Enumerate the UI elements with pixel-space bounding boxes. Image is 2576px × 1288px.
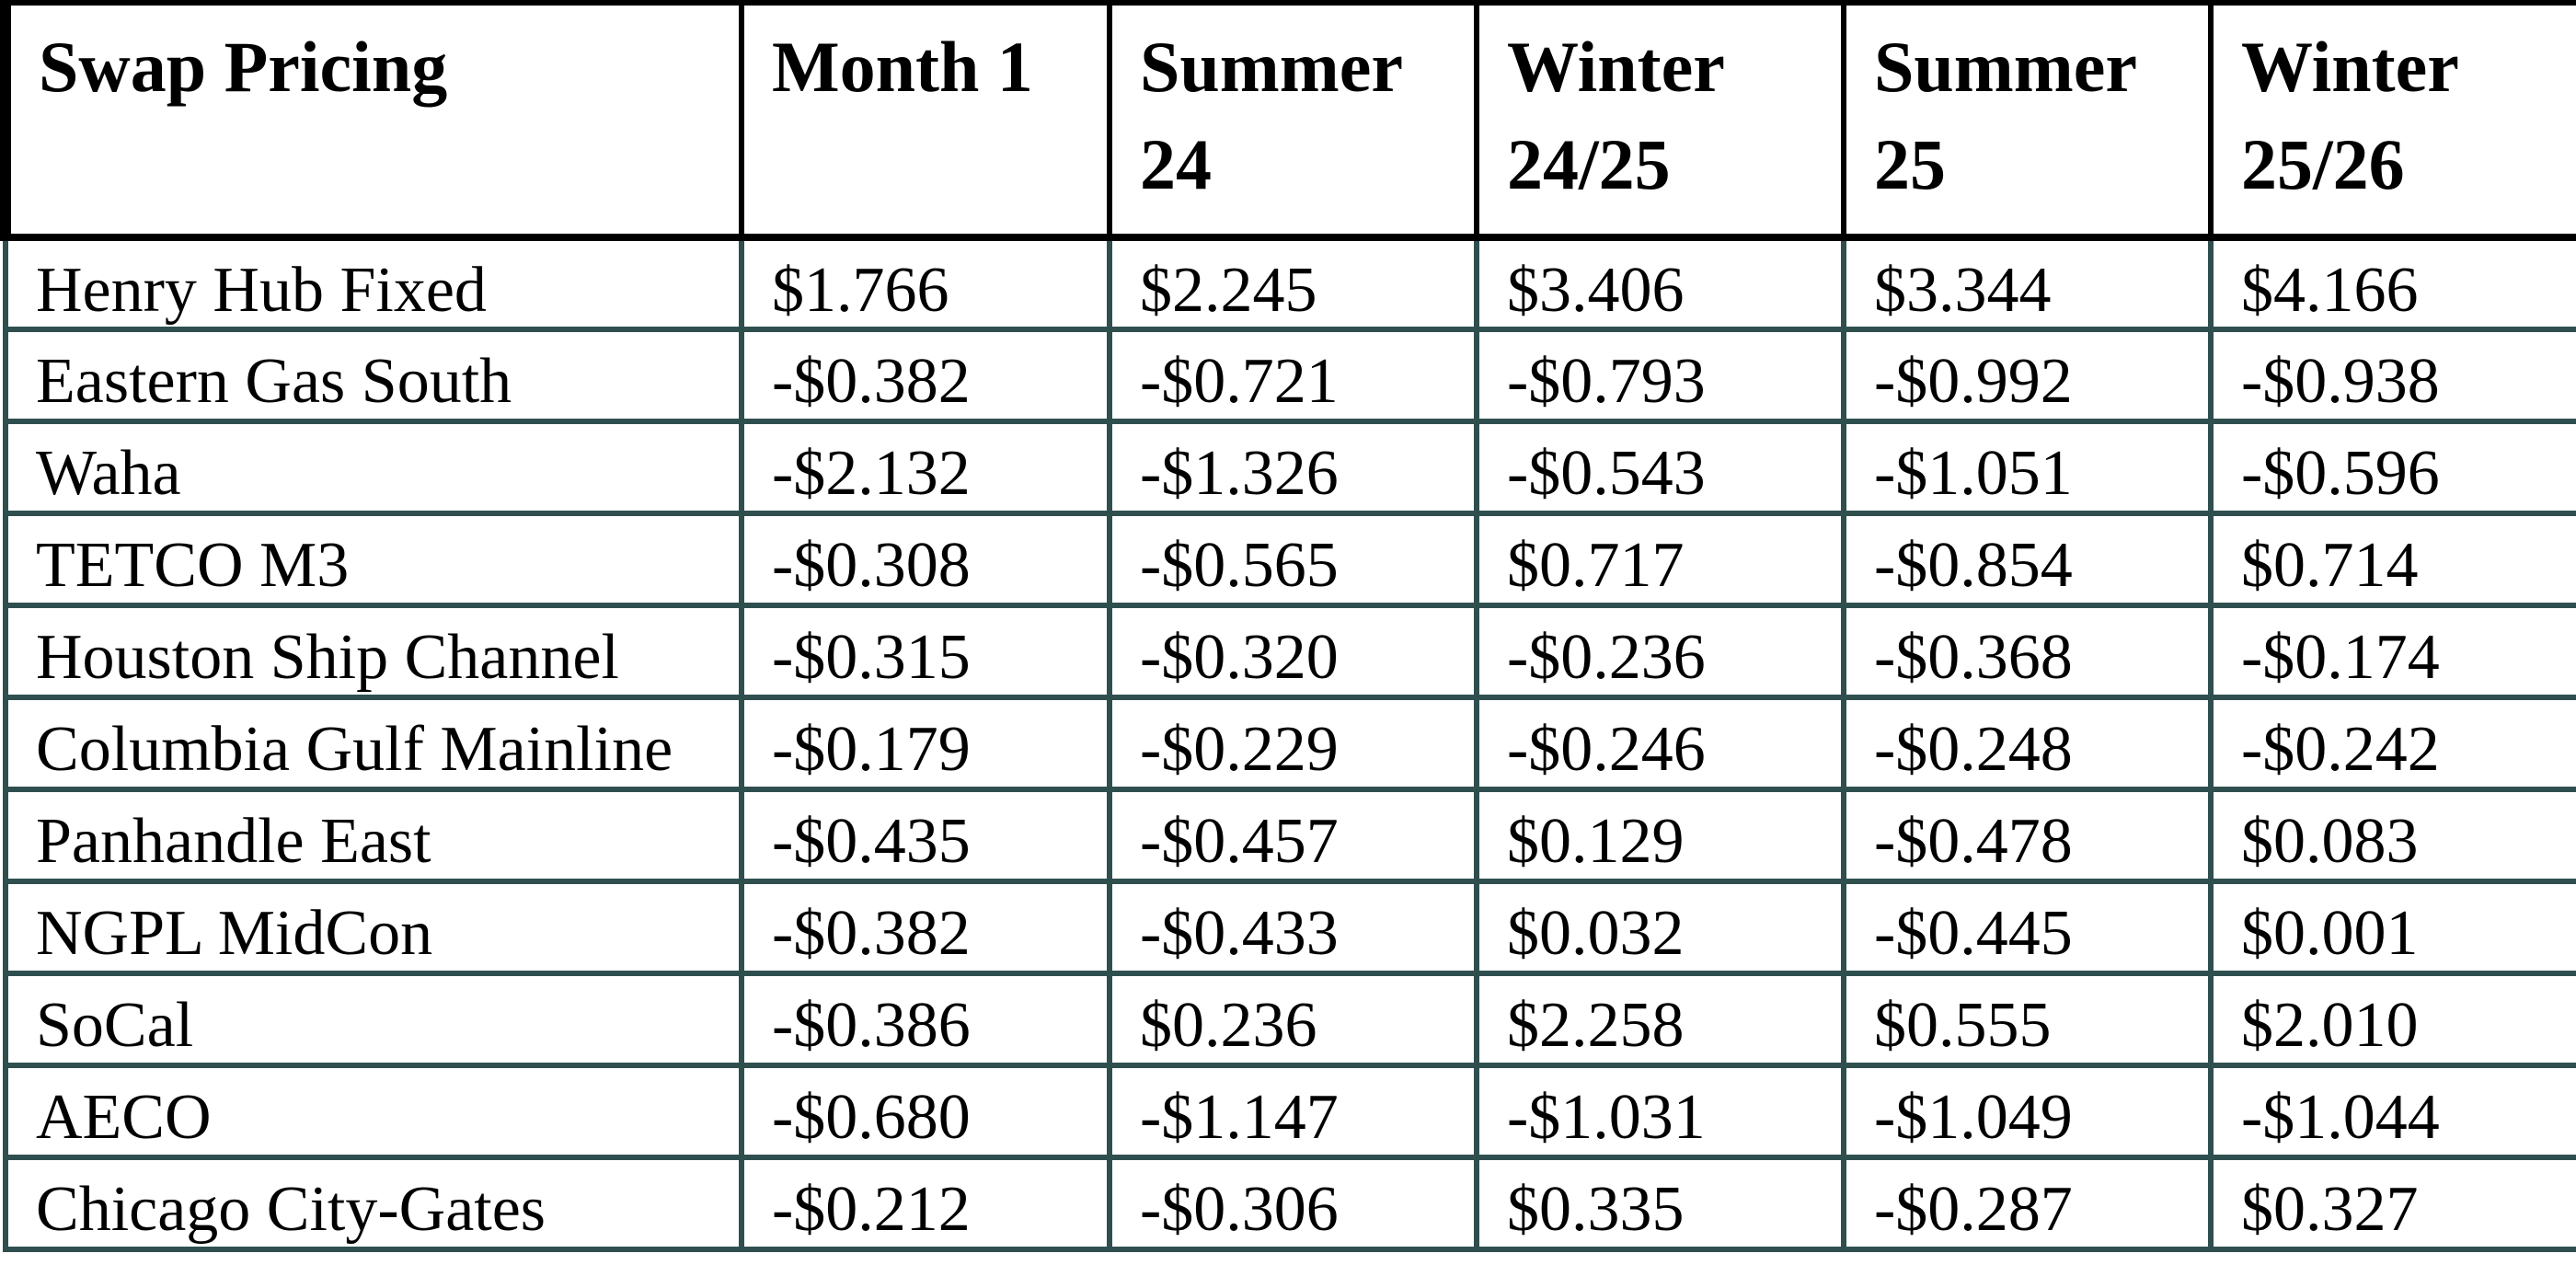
price-cell: $0.001 bbox=[2208, 879, 2576, 976]
column-header-line1: Summer bbox=[1874, 27, 2137, 107]
price-cell: -$2.132 bbox=[739, 419, 1112, 516]
price-cell: $0.335 bbox=[1474, 1155, 1846, 1252]
price-cell: -$0.793 bbox=[1474, 327, 1846, 424]
column-header-line2: 24/25 bbox=[1507, 124, 1671, 204]
column-header-winter-24-25: Winter 24/25 bbox=[1474, 0, 1846, 241]
price-cell: -$1.326 bbox=[1107, 419, 1479, 516]
table-row: Houston Ship Channel -$0.315 -$0.320 -$0… bbox=[3, 603, 2576, 700]
price-cell: -$0.368 bbox=[1841, 603, 2214, 700]
price-cell: -$0.938 bbox=[2208, 327, 2576, 424]
price-cell: $4.166 bbox=[2208, 235, 2576, 332]
price-cell: -$0.242 bbox=[2208, 695, 2576, 792]
price-cell: -$1.031 bbox=[1474, 1063, 1846, 1160]
price-cell: -$0.315 bbox=[739, 603, 1112, 700]
price-cell: $1.766 bbox=[739, 235, 1112, 332]
price-cell: -$0.229 bbox=[1107, 695, 1479, 792]
row-label: AECO bbox=[3, 1063, 744, 1160]
column-header-line2: 25/26 bbox=[2241, 124, 2405, 204]
price-cell: -$0.308 bbox=[739, 511, 1112, 608]
price-cell: $0.083 bbox=[2208, 787, 2576, 884]
price-cell: -$1.044 bbox=[2208, 1063, 2576, 1160]
column-header-summer-24: Summer 24 bbox=[1107, 0, 1479, 241]
price-cell: $2.245 bbox=[1107, 235, 1479, 332]
price-cell: -$1.049 bbox=[1841, 1063, 2214, 1160]
price-cell: -$0.287 bbox=[1841, 1155, 2214, 1252]
price-cell: -$0.596 bbox=[2208, 419, 2576, 516]
price-cell: -$1.051 bbox=[1841, 419, 2214, 516]
price-cell: -$0.680 bbox=[739, 1063, 1112, 1160]
table-row: Chicago City-Gates -$0.212 -$0.306 $0.33… bbox=[3, 1155, 2576, 1252]
price-cell: -$0.246 bbox=[1474, 695, 1846, 792]
price-cell: $0.032 bbox=[1474, 879, 1846, 976]
price-cell: -$0.386 bbox=[739, 971, 1112, 1068]
price-cell: -$0.382 bbox=[739, 327, 1112, 424]
price-cell: -$0.179 bbox=[739, 695, 1112, 792]
price-cell: -$0.433 bbox=[1107, 879, 1479, 976]
price-cell: -$0.248 bbox=[1841, 695, 2214, 792]
price-cell: -$0.445 bbox=[1841, 879, 2214, 976]
row-label: Waha bbox=[3, 419, 744, 516]
column-header-line1: Swap Pricing bbox=[39, 27, 448, 107]
price-cell: $0.717 bbox=[1474, 511, 1846, 608]
price-cell: -$0.478 bbox=[1841, 787, 2214, 884]
price-cell: $0.129 bbox=[1474, 787, 1846, 884]
price-cell: $2.258 bbox=[1474, 971, 1846, 1068]
table-row: TETCO M3 -$0.308 -$0.565 $0.717 -$0.854 … bbox=[3, 511, 2576, 608]
price-cell: -$0.854 bbox=[1841, 511, 2214, 608]
price-cell: -$0.236 bbox=[1474, 603, 1846, 700]
price-cell: -$0.565 bbox=[1107, 511, 1479, 608]
row-label: Panhandle East bbox=[3, 787, 744, 884]
price-cell: $0.714 bbox=[2208, 511, 2576, 608]
column-header-line2: 24 bbox=[1140, 124, 1212, 204]
column-header-line1: Month 1 bbox=[772, 27, 1033, 107]
swap-pricing-table: Swap Pricing Month 1 Summer 24 Winter 24… bbox=[0, 0, 2576, 1252]
row-label: Houston Ship Channel bbox=[3, 603, 744, 700]
table-row: AECO -$0.680 -$1.147 -$1.031 -$1.049 -$1… bbox=[3, 1063, 2576, 1160]
table-row: Henry Hub Fixed $1.766 $2.245 $3.406 $3.… bbox=[3, 235, 2576, 332]
price-cell: -$1.147 bbox=[1107, 1063, 1479, 1160]
table-row: Panhandle East -$0.435 -$0.457 $0.129 -$… bbox=[3, 787, 2576, 884]
price-cell: -$0.306 bbox=[1107, 1155, 1479, 1252]
price-cell: $0.236 bbox=[1107, 971, 1479, 1068]
row-label: SoCal bbox=[3, 971, 744, 1068]
table-row: NGPL MidCon -$0.382 -$0.433 $0.032 -$0.4… bbox=[3, 879, 2576, 976]
table-row: Waha -$2.132 -$1.326 -$0.543 -$1.051 -$0… bbox=[3, 419, 2576, 516]
column-header-swap-pricing: Swap Pricing bbox=[0, 0, 744, 241]
price-cell: $3.406 bbox=[1474, 235, 1846, 332]
price-cell: $2.010 bbox=[2208, 971, 2576, 1068]
row-label: NGPL MidCon bbox=[3, 879, 744, 976]
column-header-month-1: Month 1 bbox=[739, 0, 1112, 241]
price-cell: $3.344 bbox=[1841, 235, 2214, 332]
price-cell: $0.555 bbox=[1841, 971, 2214, 1068]
row-label: Eastern Gas South bbox=[3, 327, 744, 424]
price-cell: -$0.721 bbox=[1107, 327, 1479, 424]
row-label: Henry Hub Fixed bbox=[3, 235, 744, 332]
column-header-line1: Winter bbox=[2241, 27, 2459, 107]
price-cell: -$0.382 bbox=[739, 879, 1112, 976]
price-cell: -$0.457 bbox=[1107, 787, 1479, 884]
price-cell: -$0.992 bbox=[1841, 327, 2214, 424]
column-header-summer-25: Summer 25 bbox=[1841, 0, 2214, 241]
price-cell: $0.327 bbox=[2208, 1155, 2576, 1252]
row-label: Chicago City-Gates bbox=[3, 1155, 744, 1252]
row-label: TETCO M3 bbox=[3, 511, 744, 608]
column-header-winter-25-26: Winter 25/26 bbox=[2208, 0, 2576, 241]
table-row: Eastern Gas South -$0.382 -$0.721 -$0.79… bbox=[3, 327, 2576, 424]
header-row: Swap Pricing Month 1 Summer 24 Winter 24… bbox=[0, 0, 2576, 241]
row-label: Columbia Gulf Mainline bbox=[3, 695, 744, 792]
price-cell: -$0.174 bbox=[2208, 603, 2576, 700]
column-header-line1: Summer bbox=[1140, 27, 1403, 107]
table-row: Columbia Gulf Mainline -$0.179 -$0.229 -… bbox=[3, 695, 2576, 792]
price-cell: -$0.543 bbox=[1474, 419, 1846, 516]
table-row: SoCal -$0.386 $0.236 $2.258 $0.555 $2.01… bbox=[3, 971, 2576, 1068]
price-cell: -$0.435 bbox=[739, 787, 1112, 884]
price-cell: -$0.320 bbox=[1107, 603, 1479, 700]
column-header-line1: Winter bbox=[1507, 27, 1725, 107]
price-cell: -$0.212 bbox=[739, 1155, 1112, 1252]
column-header-line2: 25 bbox=[1874, 124, 1946, 204]
